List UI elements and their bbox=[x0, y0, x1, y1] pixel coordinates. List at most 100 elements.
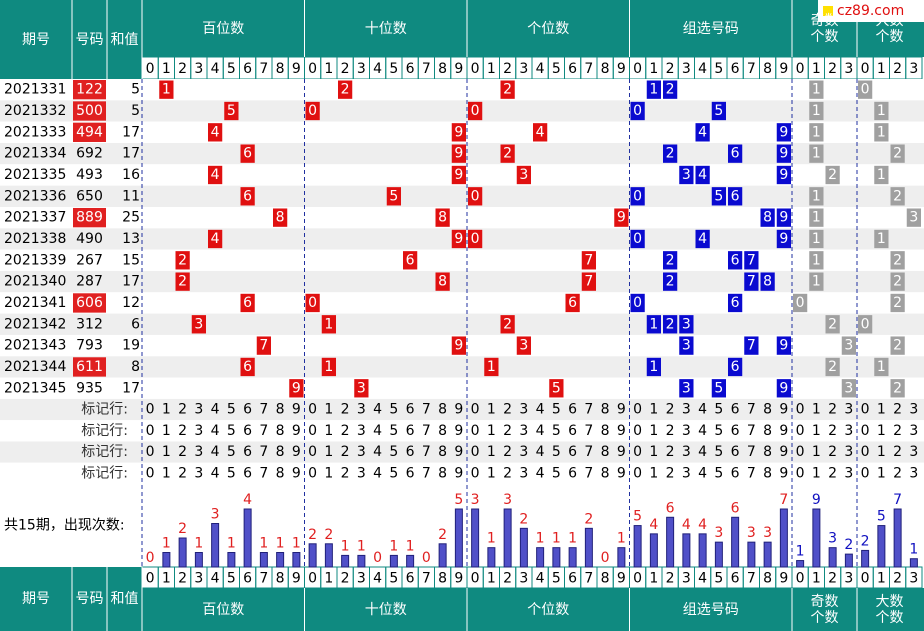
count-bar bbox=[617, 547, 626, 568]
group-hit bbox=[776, 208, 791, 227]
odd-hit bbox=[825, 165, 840, 185]
group-hit bbox=[679, 379, 694, 398]
big-hit-label: 2 bbox=[893, 274, 902, 290]
period: 2021344 bbox=[4, 359, 66, 375]
position-hit bbox=[338, 80, 353, 99]
group-hit-label: 1 bbox=[649, 82, 658, 98]
position-hit-label: 4 bbox=[536, 124, 545, 140]
marker-digit: 6 bbox=[243, 402, 252, 418]
marker-digit: 0 bbox=[861, 402, 870, 418]
marker-digit: 5 bbox=[389, 465, 398, 481]
marker-digit: 9 bbox=[779, 465, 788, 481]
digit-header: 2 bbox=[893, 571, 902, 587]
digit-header: 1 bbox=[487, 61, 496, 77]
digit-header: 3 bbox=[909, 571, 918, 587]
position-hit bbox=[321, 315, 336, 334]
digit-header: 2 bbox=[341, 571, 350, 587]
position-hit-label: 9 bbox=[454, 338, 463, 354]
odd-hit-label: 2 bbox=[828, 167, 837, 183]
period: 2021339 bbox=[4, 252, 66, 268]
digit-header: 2 bbox=[503, 571, 512, 587]
group-hit bbox=[630, 293, 645, 313]
marker-digit: 2 bbox=[666, 444, 675, 460]
marker-digit: 1 bbox=[877, 465, 886, 481]
marker-digit: 0 bbox=[861, 465, 870, 481]
count-label: 1 bbox=[796, 544, 805, 560]
marker-digit: 8 bbox=[438, 444, 447, 460]
count-bar bbox=[844, 553, 853, 568]
marker-digit: 2 bbox=[828, 444, 837, 460]
marker-digit: 6 bbox=[731, 423, 740, 439]
marker-digit: 0 bbox=[308, 423, 317, 439]
marker-digit: 8 bbox=[763, 444, 772, 460]
marker-digit: 8 bbox=[601, 423, 610, 439]
marker-digit: 2 bbox=[178, 444, 187, 460]
digit-header: 0 bbox=[308, 61, 317, 77]
count-label: 1 bbox=[536, 531, 545, 547]
position-hit-label: 1 bbox=[162, 82, 171, 98]
count-label: 1 bbox=[194, 536, 203, 552]
big-hit bbox=[890, 251, 905, 270]
marker-digit: 0 bbox=[146, 423, 155, 439]
count-bar bbox=[503, 508, 512, 568]
sum: 15 bbox=[122, 252, 140, 268]
digit-header: 6 bbox=[243, 61, 252, 77]
marker-digit: 3 bbox=[682, 423, 691, 439]
odd-hit bbox=[793, 293, 808, 313]
count-label: 4 bbox=[649, 517, 658, 533]
marker-digit: 2 bbox=[503, 402, 512, 418]
position-hit bbox=[451, 144, 466, 163]
marker-digit: 1 bbox=[812, 465, 821, 481]
digit-header: 1 bbox=[324, 61, 333, 77]
big-hit bbox=[874, 101, 889, 121]
marker-digit: 5 bbox=[714, 465, 723, 481]
count-bar bbox=[682, 533, 691, 568]
group-hit-label: 7 bbox=[747, 338, 756, 354]
digit-header: 2 bbox=[828, 571, 837, 587]
group-hit-label: 6 bbox=[731, 188, 740, 204]
marker-digit: 1 bbox=[649, 444, 658, 460]
marker-digit: 2 bbox=[503, 465, 512, 481]
count-label: 3 bbox=[828, 531, 837, 547]
marker-digit: 2 bbox=[341, 465, 350, 481]
odd-hit-label: 1 bbox=[812, 103, 821, 119]
big-hit-label: 1 bbox=[877, 103, 886, 119]
group-hit-label: 1 bbox=[649, 359, 658, 375]
group-hit bbox=[695, 123, 710, 142]
position-hit bbox=[468, 229, 483, 249]
odd-hit-label: 3 bbox=[844, 338, 853, 354]
count-bar bbox=[812, 508, 821, 568]
big-hit bbox=[874, 229, 889, 249]
count-label: 1 bbox=[341, 538, 350, 554]
marker-digit: 9 bbox=[454, 465, 463, 481]
count-bar bbox=[227, 552, 236, 568]
marker-digit: 2 bbox=[178, 423, 187, 439]
marker-digit: 7 bbox=[747, 444, 756, 460]
count-bar bbox=[341, 554, 350, 568]
marker-digit: 6 bbox=[731, 402, 740, 418]
group-hit bbox=[728, 357, 743, 377]
count-bar bbox=[308, 543, 317, 568]
marker-digit: 0 bbox=[308, 444, 317, 460]
group-title: 奇数个数 bbox=[810, 593, 839, 626]
digit-header: 4 bbox=[211, 571, 220, 587]
marker-digit: 1 bbox=[487, 465, 496, 481]
marker-digit: 8 bbox=[438, 465, 447, 481]
position-hit-label: 3 bbox=[194, 316, 203, 332]
marker-digit: 5 bbox=[552, 402, 561, 418]
position-hit bbox=[484, 357, 499, 377]
digit-header: 9 bbox=[454, 571, 463, 587]
period: 2021331 bbox=[4, 82, 66, 98]
marker-digit: 0 bbox=[471, 444, 480, 460]
digit-header: 8 bbox=[601, 61, 610, 77]
group-hit-label: 0 bbox=[633, 295, 642, 311]
marker-digit: 9 bbox=[454, 402, 463, 418]
marker-digit: 3 bbox=[357, 402, 366, 418]
group-hit bbox=[711, 101, 726, 121]
count-bar bbox=[438, 543, 447, 568]
marker-digit: 4 bbox=[536, 465, 545, 481]
digit-header: 5 bbox=[227, 61, 236, 77]
odd-hit bbox=[841, 379, 856, 398]
digit-header: 2 bbox=[503, 61, 512, 77]
count-bar bbox=[731, 516, 740, 568]
